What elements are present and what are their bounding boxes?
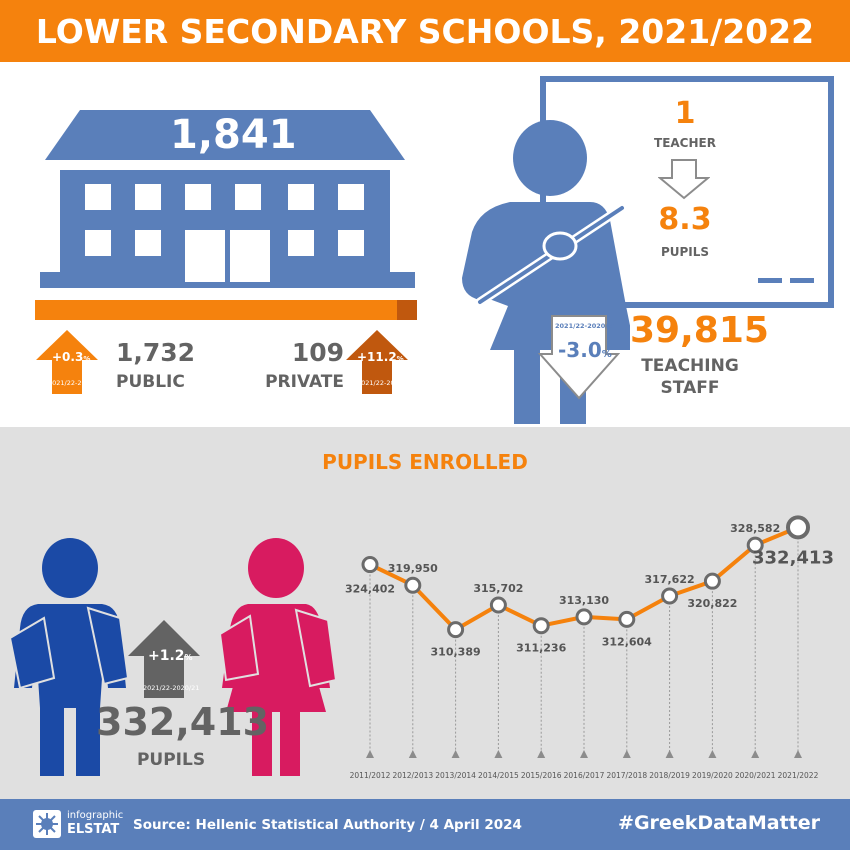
footer-hashtag: #GreekDataMatter (618, 812, 820, 834)
public-value: 1,732 (116, 338, 196, 367)
x-tick-label: 2019/2020 (692, 771, 733, 780)
tick-marker (537, 750, 546, 758)
down-arrow-icon (538, 315, 620, 400)
tick-marker (622, 750, 631, 758)
boy-student-icon (8, 538, 130, 776)
data-label: 324,402 (345, 583, 395, 596)
staff-label-line1: TEACHING (641, 356, 739, 376)
data-point (703, 572, 721, 590)
data-point (361, 556, 379, 574)
ratio-teacher-value: 1 (674, 96, 696, 131)
data-label: 320,822 (687, 597, 737, 610)
title-bar (0, 0, 850, 62)
x-tick-label: 2016/2017 (564, 771, 605, 780)
data-label: 317,622 (645, 573, 695, 586)
tick-marker (494, 750, 503, 758)
data-point (404, 576, 422, 594)
tick-marker (794, 750, 802, 758)
tick-marker (408, 750, 417, 758)
enrolled-total: 332,413 (96, 700, 270, 744)
up-arrow-icon (128, 620, 200, 698)
data-point (447, 621, 465, 639)
staff-period: 2021/22-2020/21 (555, 322, 617, 330)
tick-marker (751, 750, 760, 758)
data-point (746, 536, 764, 554)
data-point (786, 515, 810, 540)
total-schools-value: 1,841 (170, 112, 297, 158)
data-point (489, 596, 507, 614)
data-label: 328,582 (730, 522, 780, 535)
data-label: 312,604 (602, 635, 652, 648)
enrolled-period: 2021/22-2020/21 (143, 684, 200, 692)
x-tick-label: 2013/2014 (435, 771, 476, 780)
private-value: 109 (291, 338, 344, 367)
pupils-line-chart: 2011/2012 2012/2013 2013/2014 2014/2015 2015… (345, 515, 834, 780)
x-tick-label: 2018/2019 (649, 771, 690, 780)
tick-marker (366, 750, 374, 758)
logo-line2: ELSTAT (67, 822, 120, 837)
public-period: 2021/22-2020/21 (48, 379, 105, 387)
school-building-icon (35, 110, 417, 320)
x-tick-label: 2014/2015 (478, 771, 519, 780)
up-arrow-icon (346, 330, 408, 394)
x-tick-label: 2015/2016 (521, 771, 562, 780)
enrolled-label: PUPILS (136, 750, 206, 770)
footer-source: Source: Hellenic Statistical Authority /… (133, 817, 522, 833)
ratio-pupils-value: 8.3 (658, 202, 712, 237)
down-arrow-icon (658, 159, 710, 200)
data-label: 315,702 (473, 582, 523, 595)
staff-value: 39,815 (630, 310, 769, 351)
x-tick-label: 2012/2013 (392, 771, 433, 780)
tick-marker (708, 750, 717, 758)
up-arrow-icon (36, 330, 98, 394)
enrolled-change: +1.2% (148, 648, 193, 664)
page-title: LOWER SECONDARY SCHOOLS, 2021/2022 (35, 12, 815, 51)
data-label: 319,950 (388, 562, 438, 575)
private-label: PRIVATE (265, 372, 344, 392)
elstat-logo-icon (33, 810, 61, 838)
ratio-teacher-label: TEACHER (654, 136, 716, 150)
x-tick-label: 2017/2018 (606, 771, 647, 780)
x-tick-label: 2011/2012 (350, 771, 391, 780)
public-change: +0.3% (52, 350, 91, 364)
data-label: 313,130 (559, 594, 609, 607)
staff-change: -3.0% (558, 338, 612, 362)
footer (0, 799, 850, 850)
data-label: 332,413 (752, 547, 834, 568)
data-point (618, 610, 636, 628)
data-point (532, 617, 550, 635)
tick-marker (580, 750, 588, 758)
data-point (575, 608, 593, 626)
data-point (661, 587, 679, 605)
tick-marker (665, 750, 674, 758)
private-change: +11.2% (357, 350, 404, 364)
public-label: PUBLIC (116, 372, 185, 392)
tick-marker (451, 750, 460, 758)
enrolled-heading: PUPILS ENROLLED (322, 450, 528, 474)
private-period: 2021/22-2020/21 (357, 379, 414, 387)
girl-student-icon (218, 538, 338, 776)
x-tick-label: 2020/2021 (735, 771, 776, 780)
ratio-pupils-label: PUPILS (660, 245, 710, 259)
logo-line1: infographic (67, 810, 124, 821)
staff-label-line2: STAFF (660, 378, 720, 398)
data-label: 310,389 (431, 646, 481, 659)
x-tick-label: 2021/2022 (778, 771, 819, 780)
bottom-panel (0, 427, 850, 799)
data-label: 311,236 (516, 642, 566, 655)
